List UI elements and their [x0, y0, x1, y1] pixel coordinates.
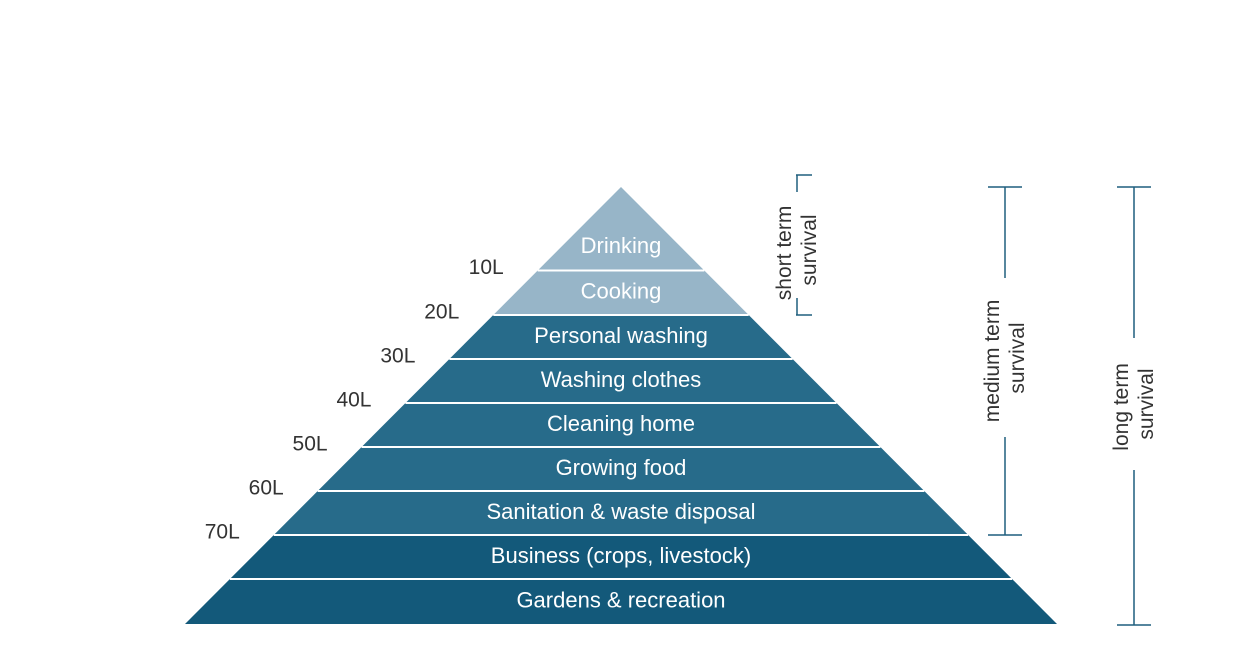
- pyramid-layer-personal-washing: [449, 315, 793, 359]
- layer-label: Growing food: [556, 455, 687, 480]
- layer-label: Washing clothes: [541, 367, 702, 392]
- volume-level-label: 70L: [205, 521, 240, 544]
- pyramid-layers: [185, 187, 1057, 624]
- short-term-line2: survival: [798, 214, 821, 285]
- long-term-label: long term survival: [1110, 357, 1158, 450]
- volume-level-label: 30L: [380, 345, 415, 368]
- volume-level-label: 50L: [293, 433, 328, 456]
- pyramid-layer-washing-clothes: [405, 359, 837, 403]
- pyramid-layer-growing-food: [317, 447, 925, 491]
- long-term-line2: survival: [1135, 368, 1158, 439]
- volume-level-label: 20L: [424, 301, 459, 324]
- layer-label: Gardens & recreation: [516, 587, 725, 612]
- layer-label: Drinking: [581, 233, 662, 258]
- medium-term-line1: medium term: [981, 300, 1004, 423]
- pyramid-layer-labels: Drinking Cooking Personal washing Washing c…: [486, 233, 755, 613]
- pyramid-layer-cooking: [493, 270, 749, 315]
- pyramid-layer-sanitation-waste-disposal: [273, 491, 969, 535]
- volume-level-labels: 10L 20L 30L 40L 50L 60L 70L: [205, 256, 504, 544]
- volume-level-label: 60L: [249, 477, 284, 500]
- pyramid-layer-business-crops-livestock: [229, 535, 1013, 579]
- layer-label: Sanitation & waste disposal: [486, 499, 755, 524]
- short-term-line1: short term: [773, 206, 796, 301]
- long-term-bracket: long term survival: [1110, 186, 1158, 626]
- pyramid-layer-drinking: [537, 187, 705, 271]
- layer-label: Cooking: [581, 279, 662, 304]
- layer-label: Cleaning home: [547, 411, 695, 436]
- medium-term-label: medium term survival: [981, 294, 1029, 422]
- layer-label: Personal washing: [534, 323, 708, 348]
- layer-label: Business (crops, livestock): [491, 543, 751, 568]
- medium-term-bracket: medium term survival: [981, 186, 1029, 536]
- pyramid-layer-gardens-recreation: [185, 579, 1057, 624]
- long-term-line1: long term: [1110, 363, 1133, 451]
- pyramid-layer-cleaning-home: [361, 403, 881, 447]
- short-term-label: short term survival: [773, 200, 821, 300]
- volume-level-label: 40L: [336, 389, 371, 412]
- short-term-bracket: short term survival: [773, 174, 821, 316]
- medium-term-line2: survival: [1006, 322, 1029, 393]
- volume-level-label: 10L: [469, 256, 504, 279]
